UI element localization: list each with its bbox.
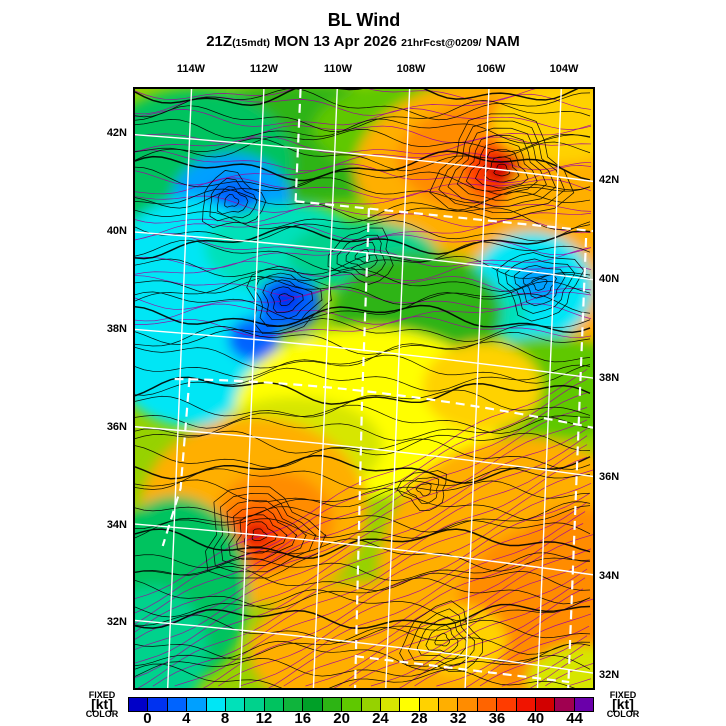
valid-time-local: (15mdt) (232, 37, 270, 49)
lon-label: 108W (396, 63, 426, 75)
colorbar-segment (205, 698, 225, 711)
lon-label: 106W (476, 63, 506, 75)
colorbar-tick: 40 (527, 710, 545, 726)
colorbar-segment (263, 698, 283, 711)
valid-time-line: 21Z(15mdt) MON 13 Apr 2026 21hrFcst@0209… (0, 33, 726, 50)
colorbar-segment (515, 698, 535, 711)
colorbar-segment (418, 698, 438, 711)
colorbar-segment (321, 698, 342, 711)
colorbar-segment (341, 698, 361, 711)
colorbar-tick: 20 (333, 710, 350, 726)
colorbar (128, 697, 594, 712)
colorbar-segment (283, 698, 303, 711)
colorbar-tick: 4 (182, 710, 191, 726)
colorbar-segment (399, 698, 419, 711)
lat-label-left: 42N (106, 127, 127, 139)
colorbar-segment (379, 698, 400, 711)
colorbar-unit-right: FIXED [kt] COLOR (600, 691, 646, 719)
colorbar-tick: 28 (410, 710, 428, 726)
lat-label-right: 36N (599, 471, 620, 483)
lat-label-left: 36N (106, 421, 127, 433)
colorbar-kt-label: [kt] (91, 696, 113, 712)
colorbar-segment (166, 698, 187, 711)
colorbar-segment (534, 698, 555, 711)
colorbar-segment (244, 698, 264, 711)
lon-label: 114W (176, 63, 206, 75)
lon-label: 104W (549, 63, 579, 75)
colorbar-color-label: COLOR (85, 709, 119, 719)
colorbar-tick: 0 (143, 710, 152, 726)
wind-map-canvas (135, 89, 593, 688)
wind-map (133, 87, 595, 690)
colorbar-tick: 32 (449, 710, 467, 726)
model-name: NAM (481, 33, 520, 50)
colorbar-fixed-label: FIXED (88, 690, 116, 700)
lat-label-left: 40N (106, 225, 127, 237)
colorbar-tick: 36 (488, 710, 506, 726)
lat-label-right: 34N (599, 570, 620, 582)
colorbar-segment (438, 698, 458, 711)
lat-label-left: 34N (106, 519, 127, 531)
colorbar-segment (360, 698, 380, 711)
colorbar-segment (554, 698, 574, 711)
colorbar-segment (224, 698, 245, 711)
colorbar-tick: 12 (255, 710, 273, 726)
colorbar-tick: 44 (566, 710, 583, 726)
colorbar-segment (476, 698, 497, 711)
colorbar-unit-left: FIXED [kt] COLOR (79, 691, 125, 719)
lat-label-left: 38N (106, 323, 127, 335)
lon-label: 112W (249, 63, 279, 75)
valid-date: MON 13 Apr 2026 (269, 33, 402, 50)
colorbar-color-label: COLOR (606, 709, 640, 719)
colorbar-tick: 16 (294, 710, 312, 726)
lat-label-right: 32N (599, 669, 620, 681)
colorbar-segment (147, 698, 167, 711)
lon-label: 110W (323, 63, 353, 75)
colorbar-tick: 8 (220, 710, 230, 726)
colorbar-segment (496, 698, 516, 711)
lat-label-right: 40N (599, 273, 620, 285)
colorbar-segment (457, 698, 477, 711)
colorbar-segment (573, 698, 593, 711)
colorbar-tick: 24 (372, 710, 389, 726)
colorbar-segment (186, 698, 206, 711)
colorbar-kt-label: [kt] (612, 696, 634, 712)
lat-label-right: 42N (599, 174, 620, 186)
colorbar-fixed-label: FIXED (609, 690, 637, 700)
valid-time-z: 21Z (206, 33, 233, 50)
page-title: BL Wind (327, 10, 401, 30)
colorbar-segment (129, 698, 148, 711)
forecast-hour: 21hrFcst@0209/ (401, 37, 482, 49)
colorbar-segment (302, 698, 322, 711)
lat-label-right: 38N (599, 372, 620, 384)
lat-label-left: 32N (106, 616, 127, 628)
